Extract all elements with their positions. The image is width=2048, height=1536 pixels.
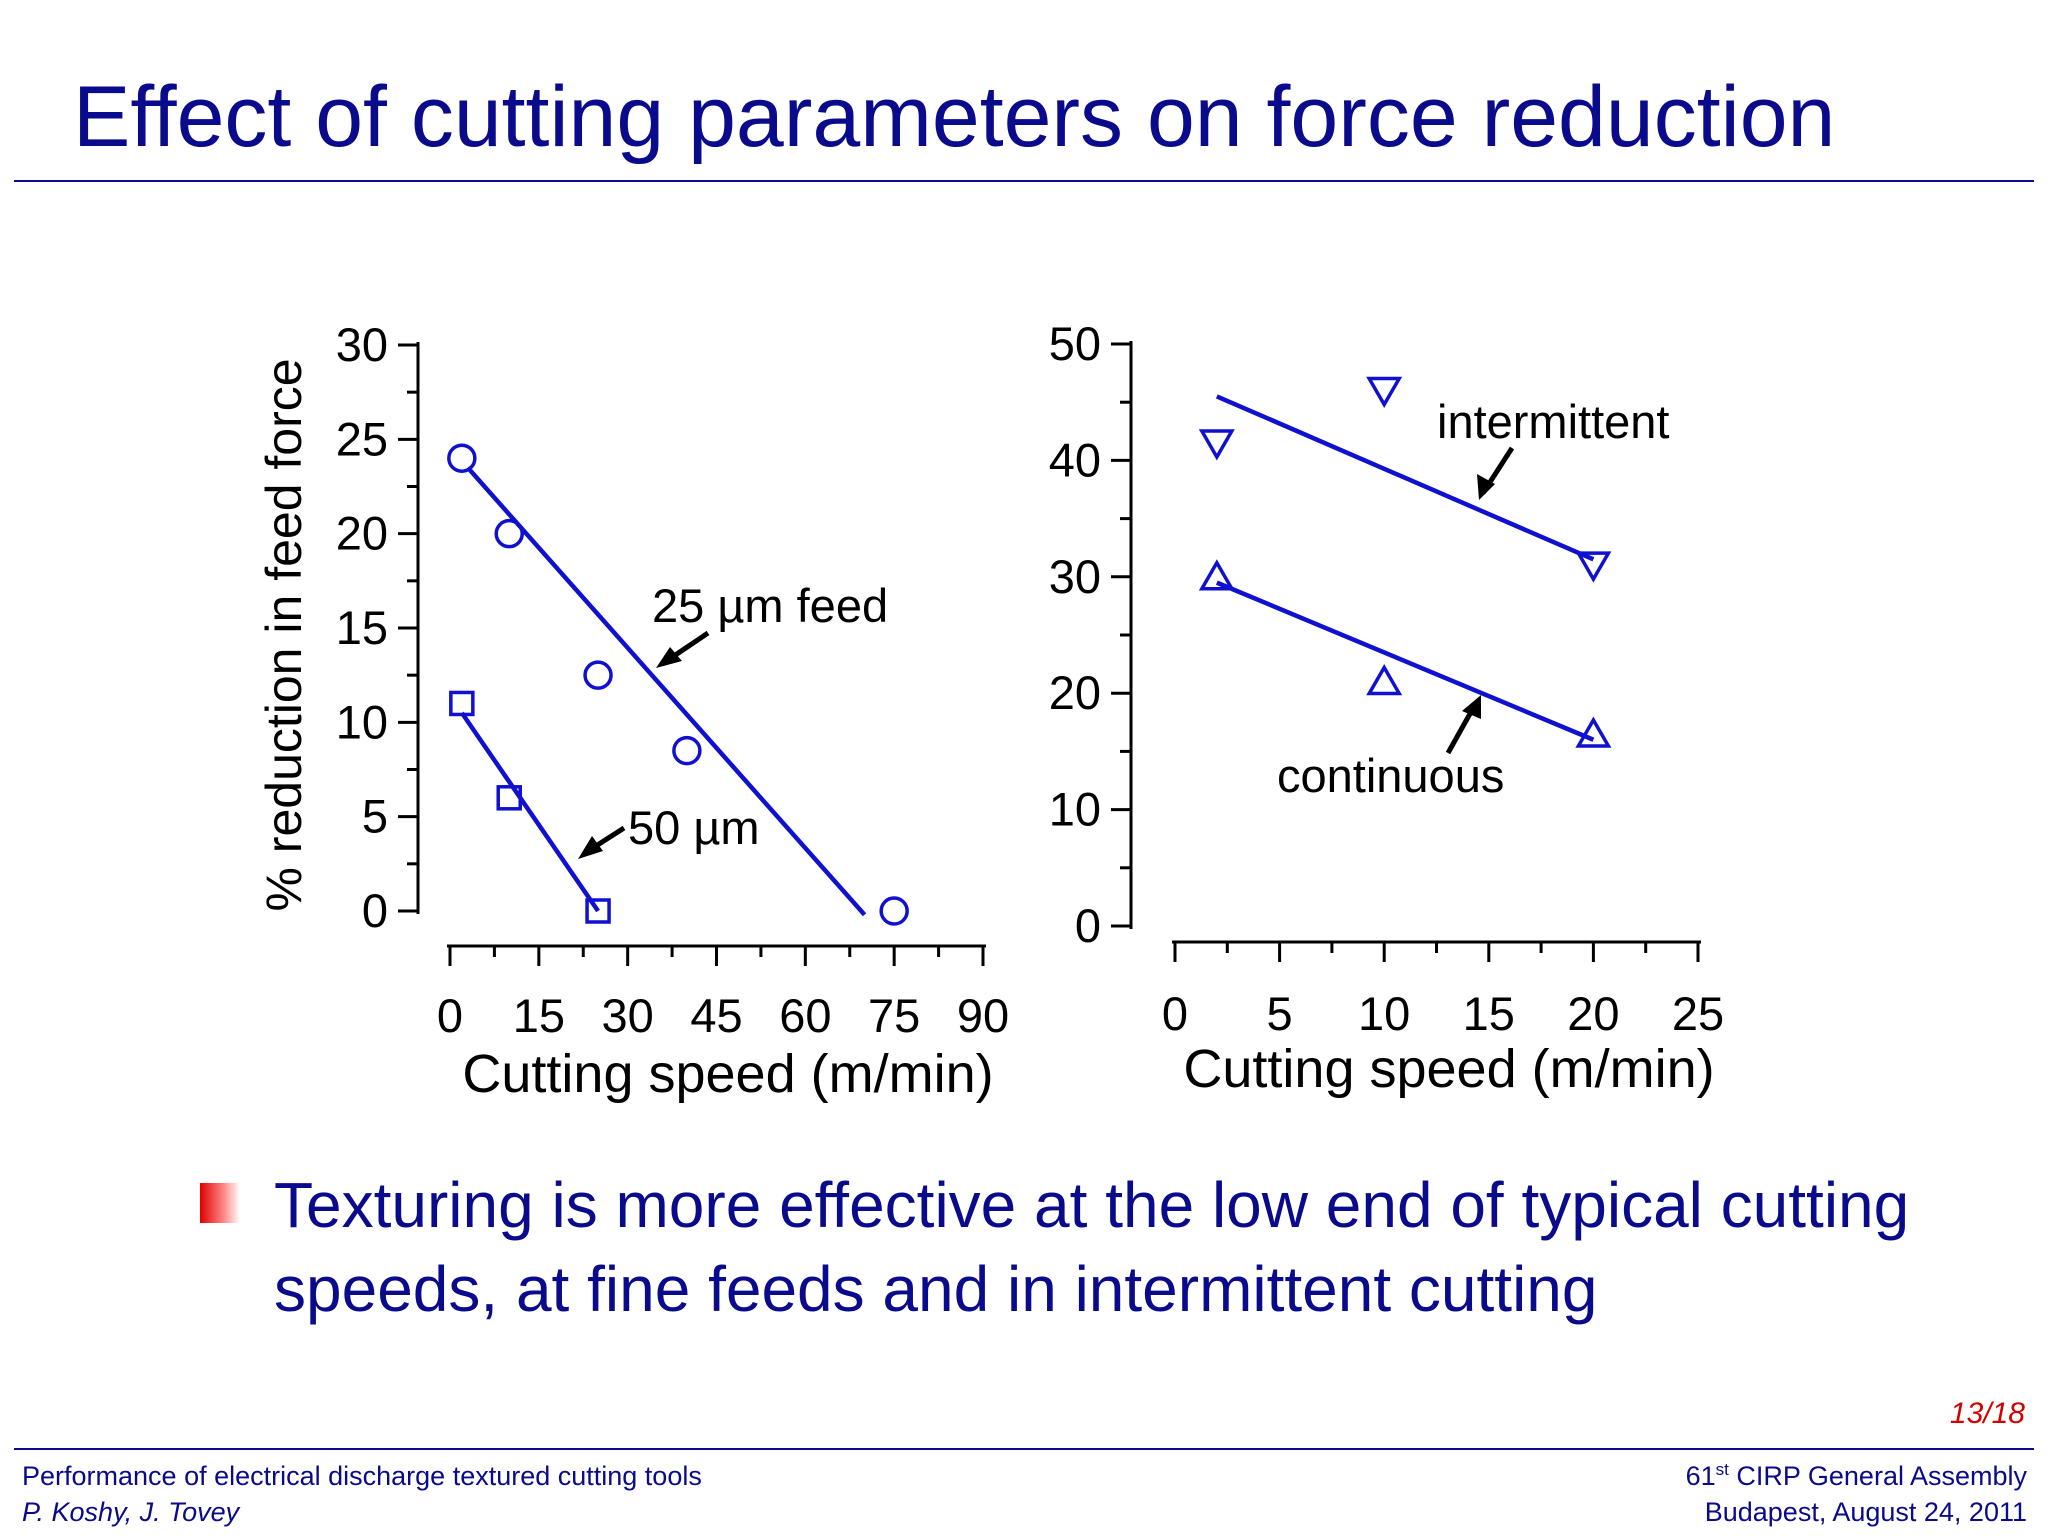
series-label-50um: 50 µm (628, 801, 760, 854)
right-point-triangle-up (1575, 716, 1612, 748)
bullet-marker (200, 1183, 240, 1223)
right-x-axis-label: Cutting speed (m/min) (1183, 1039, 1714, 1099)
right-y-tick-label: 50 (1049, 317, 1101, 370)
left-fit-line-series-0 (466, 466, 867, 917)
left-point-circle (494, 518, 524, 549)
left-y-tick-label: 0 (362, 884, 388, 937)
right-y-tick-label: 40 (1049, 433, 1101, 486)
right-axes: 0 5 10 15 20 25 0 10 20 30 40 50 (1049, 317, 1724, 1040)
left-point-circle (583, 660, 613, 690)
left-fit-line-series-1 (459, 711, 600, 913)
footer-rule (14, 1448, 2034, 1450)
right-x-tick-label: 0 (1162, 987, 1188, 1040)
series-label-continuous: continuous (1277, 749, 1504, 802)
left-point-circle (879, 896, 909, 926)
slide-title: Effect of cutting parameters on force re… (73, 69, 1836, 165)
footer-event-ordinal: st (1715, 1460, 1729, 1479)
footer-event: 61st CIRP General Assembly (1686, 1458, 2027, 1494)
left-y-tick-label: 30 (336, 318, 388, 371)
footer-event-number: 61 (1685, 1461, 1716, 1491)
left-y-tick-label: 15 (336, 601, 388, 654)
left-markers (447, 443, 909, 926)
left-point-circle (672, 735, 702, 766)
annotation-arrowhead-50um (578, 836, 603, 859)
left-point-circle (447, 443, 477, 473)
right-x-tick-label: 15 (1463, 987, 1515, 1040)
left-x-tick-label: 75 (868, 989, 920, 1042)
right-x-tick-label: 5 (1267, 987, 1293, 1040)
left-y-axis-label: % reduction in feed force (256, 358, 312, 911)
chart-right: 0 5 10 15 20 25 0 10 20 30 40 50 Cutting speed (m/m… (1049, 317, 1724, 1099)
footer-right: 61st CIRP General Assembly Budapest, Aug… (1686, 1458, 2027, 1530)
right-fit-line-series-1 (1215, 580, 1595, 742)
left-axes: 0 15 30 45 60 75 90 0 5 10 15 20 25 30 (336, 318, 1009, 1042)
left-y-tick-label: 20 (336, 507, 388, 560)
annotation-arrowhead-continuous (1462, 695, 1481, 719)
right-x-tick-label: 10 (1358, 987, 1410, 1040)
right-point-triangle-up (1366, 664, 1403, 696)
left-y-tick-label: 5 (362, 790, 388, 843)
series-label-intermittent: intermittent (1437, 395, 1669, 448)
bullet-text: Texturing is more effective at the low e… (274, 1169, 1910, 1325)
series-label-25um-feed: 25 µm feed (652, 579, 888, 632)
left-y-tick-label: 25 (336, 412, 388, 465)
left-fit-lines (459, 466, 867, 917)
right-x-tick-label: 25 (1672, 987, 1724, 1040)
charts-canvas: 0 15 30 45 60 75 90 0 5 10 15 20 25 30 Cutting speed … (256, 317, 1724, 1104)
chart-left: 0 15 30 45 60 75 90 0 5 10 15 20 25 30 Cutting speed … (256, 318, 1009, 1104)
left-x-tick-label: 30 (602, 989, 654, 1042)
annotation-arrowhead-intermittent (1477, 474, 1495, 500)
footer-presentation-title: Performance of electrical discharge text… (22, 1461, 702, 1491)
right-fit-lines (1215, 394, 1595, 742)
left-x-axis-label: Cutting speed (m/min) (462, 1044, 993, 1104)
right-y-tick-label: 20 (1049, 666, 1101, 719)
right-x-tick-label: 20 (1567, 987, 1619, 1040)
annotation-arrowhead-25um (656, 647, 682, 668)
left-x-tick-label: 90 (957, 989, 1009, 1042)
left-x-tick-label: 60 (779, 989, 831, 1042)
left-x-tick-label: 45 (690, 989, 742, 1042)
footer-left: Performance of electrical discharge text… (22, 1458, 702, 1530)
right-y-tick-label: 10 (1049, 783, 1101, 836)
footer-authors: P. Koshy, J. Tovey (22, 1497, 240, 1527)
right-fit-line-series-0 (1215, 394, 1595, 562)
right-point-triangle-up (1198, 559, 1235, 591)
right-point-triangle-down (1366, 376, 1403, 409)
left-x-tick-label: 15 (513, 989, 565, 1042)
right-point-triangle-down (1575, 551, 1612, 583)
slide-number: 13/18 (1949, 1397, 2025, 1430)
title-rule (14, 180, 2034, 182)
left-point-square (449, 690, 475, 717)
footer-event-name: CIRP General Assembly (1728, 1461, 2027, 1491)
left-point-square (496, 785, 522, 811)
left-point-square (585, 898, 611, 924)
right-y-tick-label: 30 (1049, 550, 1101, 603)
right-markers (1198, 376, 1612, 748)
right-point-triangle-down (1198, 429, 1235, 461)
footer-location-date: Budapest, August 24, 2011 (1704, 1497, 2027, 1527)
right-y-tick-label: 0 (1075, 899, 1101, 952)
left-y-tick-label: 10 (336, 695, 388, 748)
left-x-tick-label: 0 (437, 989, 463, 1042)
